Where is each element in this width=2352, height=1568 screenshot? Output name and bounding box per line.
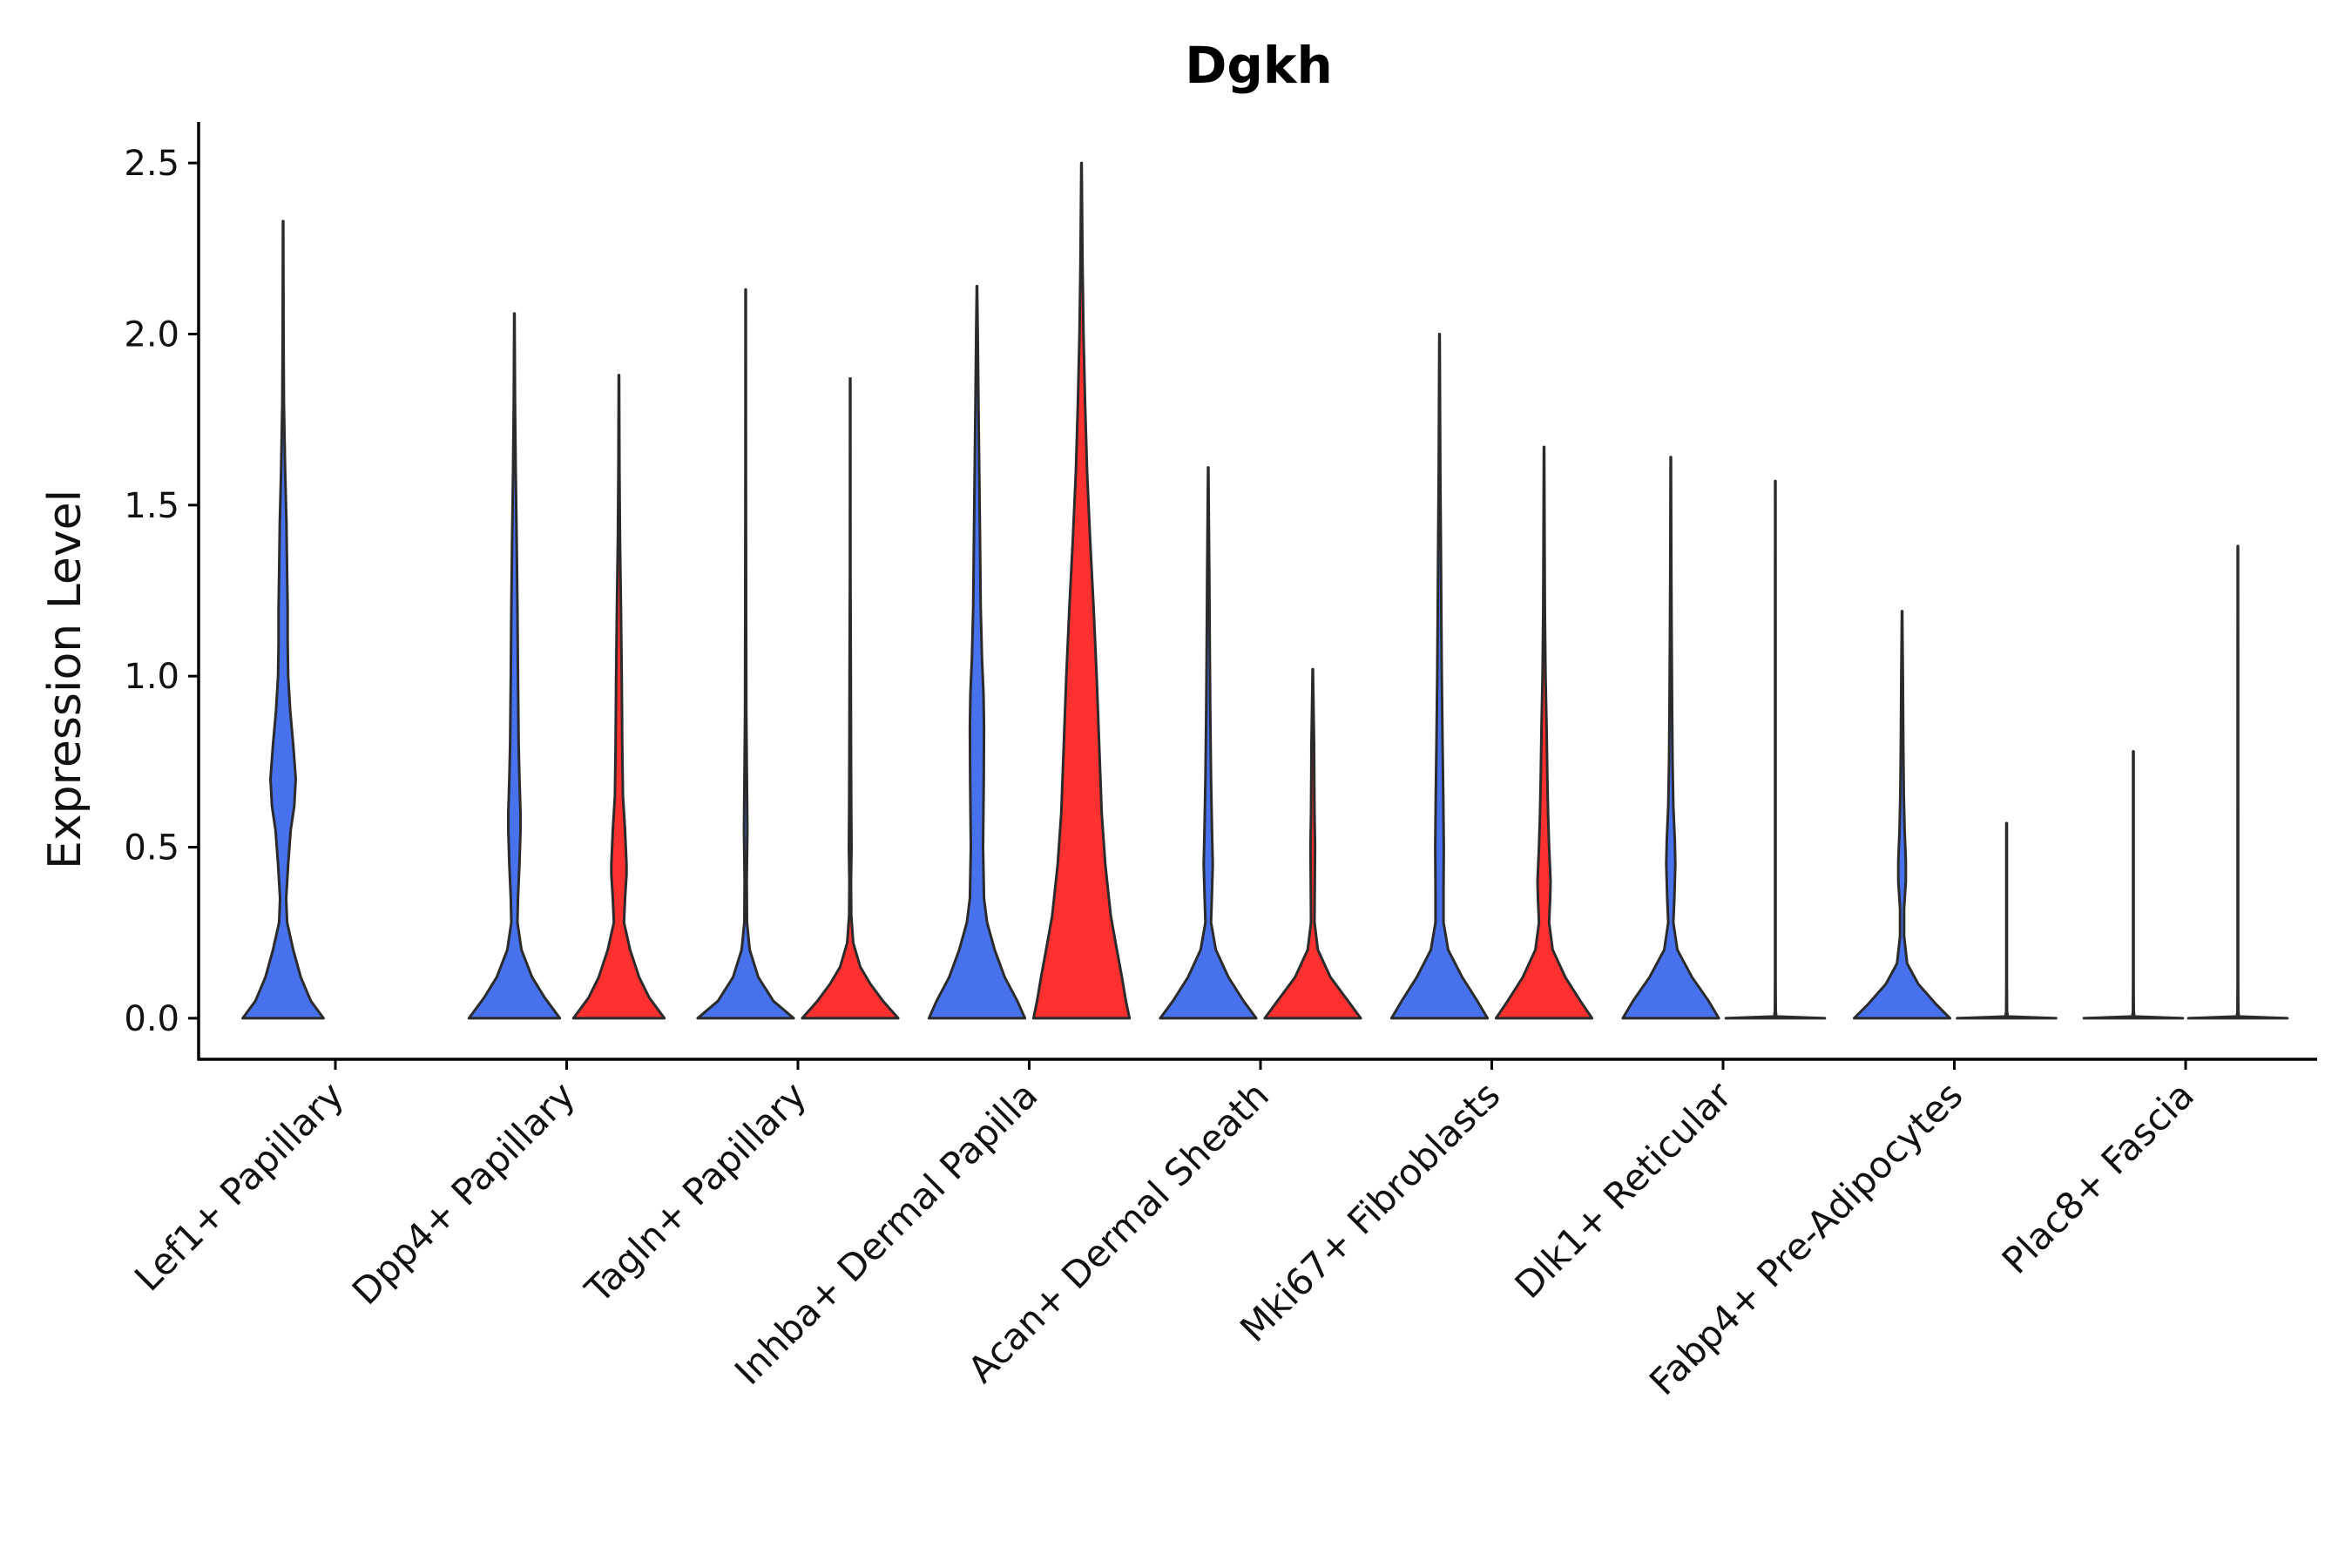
violin-5-group1 <box>1389 333 1490 1020</box>
x-category-label: Dlk1+ Reticular <box>1507 1073 1740 1307</box>
violin-8-group2 <box>2186 544 2289 1020</box>
violin-7-group2 <box>1956 821 2058 1020</box>
violin-2-group1 <box>696 287 795 1020</box>
y-tick-label: 2.5 <box>124 144 179 184</box>
x-category-label: Mki67+ Fibroblasts <box>1232 1073 1508 1349</box>
y-tick-label: 1.5 <box>124 486 179 526</box>
violin-8-group1 <box>2082 750 2185 1020</box>
violin-6-group1 <box>1621 456 1720 1020</box>
violins-layer <box>241 161 2289 1020</box>
y-tick-label: 0.5 <box>124 828 179 868</box>
violin-2-group2 <box>801 377 900 1020</box>
x-category-label: Dpp4+ Papillary <box>344 1073 584 1313</box>
y-tick-label: 2.0 <box>124 314 179 355</box>
x-category-label: Plac8+ Fascia <box>1994 1073 2202 1281</box>
x-category-label: Lef1+ Papillary <box>126 1073 352 1299</box>
violin-3-group2 <box>1031 161 1132 1020</box>
violin-6-group2 <box>1724 479 1827 1020</box>
violin-4-group1 <box>1159 466 1258 1020</box>
y-axis-label: Expression Level <box>39 490 91 869</box>
violin-0-group1 <box>241 220 325 1020</box>
violin-3-group1 <box>927 285 1027 1020</box>
violin-7-group1 <box>1852 610 1952 1020</box>
y-tick-label: 1.0 <box>124 657 179 697</box>
chart-title: Dgkh <box>1185 36 1333 95</box>
violin-1-group2 <box>571 374 666 1020</box>
violin-4-group2 <box>1263 667 1362 1020</box>
violin-5-group2 <box>1494 445 1594 1020</box>
y-tick-label: 0.0 <box>124 999 179 1039</box>
x-category-label: Tagln+ Papillary <box>577 1073 814 1311</box>
violin-1-group1 <box>467 312 562 1020</box>
